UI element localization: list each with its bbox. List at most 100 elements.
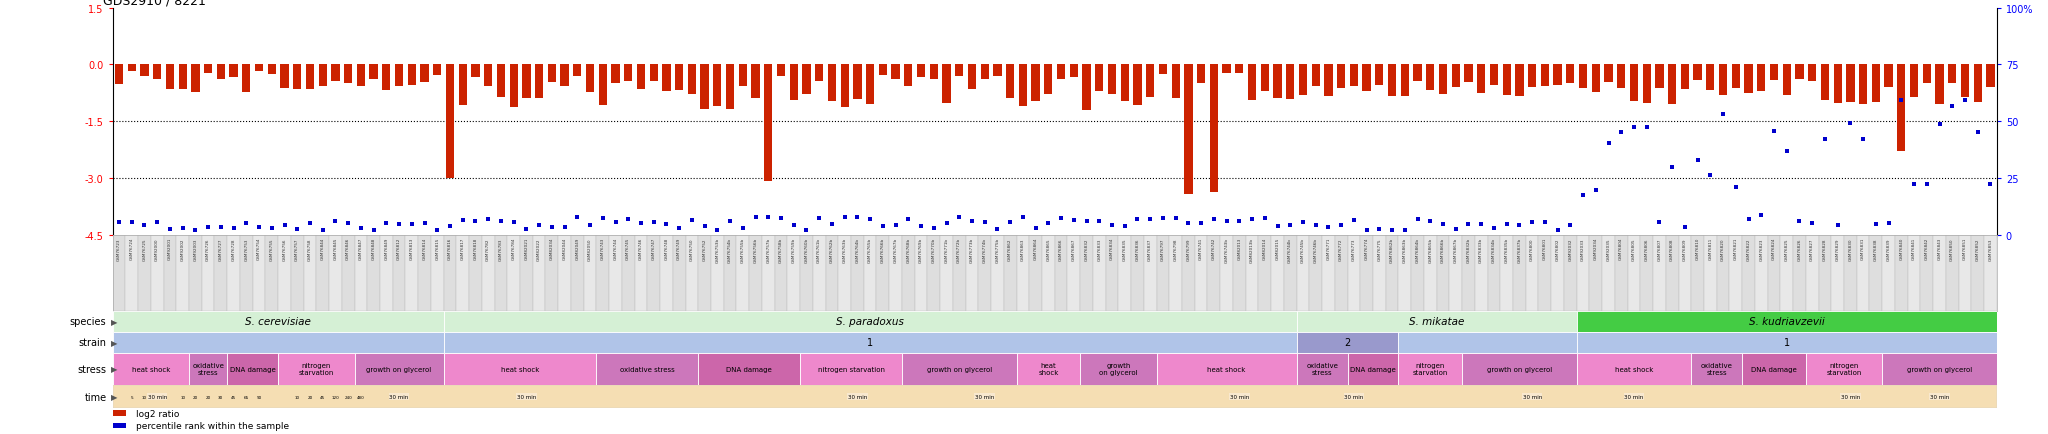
Point [981,226,1014,233]
Bar [1272,235,1284,311]
Text: GSM76761b: GSM76761b [817,237,821,263]
Text: GSM92035: GSM92035 [1606,237,1610,260]
Bar [674,235,686,311]
Bar [815,65,823,82]
Point [1249,215,1282,222]
Text: GSM76801: GSM76801 [1542,237,1546,260]
Text: growth on glycerol: growth on glycerol [926,366,991,372]
Point [1071,218,1104,225]
Bar [1907,235,1921,311]
Point [1491,221,1524,228]
Bar [1946,235,1958,311]
Bar [444,311,1296,332]
Bar [1618,65,1626,88]
Point [268,222,301,229]
Text: GSM76828: GSM76828 [1823,237,1827,260]
Bar [113,353,188,385]
Bar [1974,65,1982,102]
Bar [1808,65,1817,82]
Point [778,222,811,229]
Bar [520,235,532,311]
Bar [1030,235,1042,311]
Bar [1489,65,1497,85]
Bar [1911,65,1919,97]
Text: GSM76746: GSM76746 [639,237,643,260]
Point [1477,225,1509,232]
Text: GSM76782: GSM76782 [485,237,489,260]
Bar [1079,353,1157,385]
Bar [1108,65,1116,95]
Bar [154,65,162,80]
Bar [356,65,365,87]
Point [1184,220,1217,227]
Bar [1958,235,1972,311]
Bar [1755,235,1767,311]
Bar [1628,235,1640,311]
Bar [1767,235,1780,311]
Text: GSM76815: GSM76815 [436,237,438,260]
Bar [1923,65,1931,83]
Bar [1399,332,1577,353]
Point [815,221,848,228]
Bar [1819,235,1831,311]
Bar [598,65,606,106]
Text: GSM76826: GSM76826 [1798,237,1802,260]
Bar [698,235,711,311]
Point [422,227,455,233]
Bar [1450,235,1462,311]
Point [434,223,467,230]
Bar [176,235,188,311]
Point [879,222,911,229]
Point [625,220,657,227]
Bar [1833,65,1841,104]
Point [1579,187,1612,194]
Point [1655,164,1688,171]
Text: GSM76851: GSM76851 [1962,237,1966,260]
Point [637,219,670,226]
Bar [915,235,928,311]
Text: GSM76743b: GSM76743b [1225,237,1229,263]
Bar [1640,235,1653,311]
Bar [418,235,430,311]
Bar [1360,235,1372,311]
Point [1706,111,1739,118]
Bar [1350,65,1358,87]
Point [727,225,760,232]
Text: nitrogen
starvation: nitrogen starvation [299,363,334,375]
Bar [481,235,494,311]
Text: GSM76757: GSM76757 [295,237,299,260]
Bar [420,65,428,83]
Bar [1679,235,1692,311]
Bar [1681,65,1690,90]
Bar [545,235,559,311]
Point [535,224,567,230]
Text: GSM76846: GSM76846 [346,237,350,260]
Bar [739,65,748,87]
Bar [315,235,330,311]
Bar [1016,235,1030,311]
Bar [1935,65,1944,105]
Point [408,220,440,227]
Text: heat shock: heat shock [1614,366,1653,372]
Bar [383,65,391,90]
Text: GSM76838: GSM76838 [1874,237,1878,260]
Bar [1745,65,1753,94]
Bar [1274,65,1282,99]
Point [1108,223,1141,230]
Text: GSM82034: GSM82034 [549,237,553,260]
Text: GSM76843: GSM76843 [1937,237,1942,260]
Bar [1069,65,1077,78]
Text: GSM76754: GSM76754 [258,237,260,260]
Bar [1425,65,1434,91]
Text: species: species [70,317,106,326]
Text: ▶: ▶ [111,338,117,347]
Bar [166,65,174,90]
Bar [141,65,150,77]
Bar [852,235,864,311]
Bar [1362,65,1370,92]
Text: GSM76771b: GSM76771b [944,237,948,263]
Point [942,214,975,221]
Point [688,224,721,230]
Text: GSM76758b: GSM76758b [778,237,782,263]
Bar [127,65,135,72]
